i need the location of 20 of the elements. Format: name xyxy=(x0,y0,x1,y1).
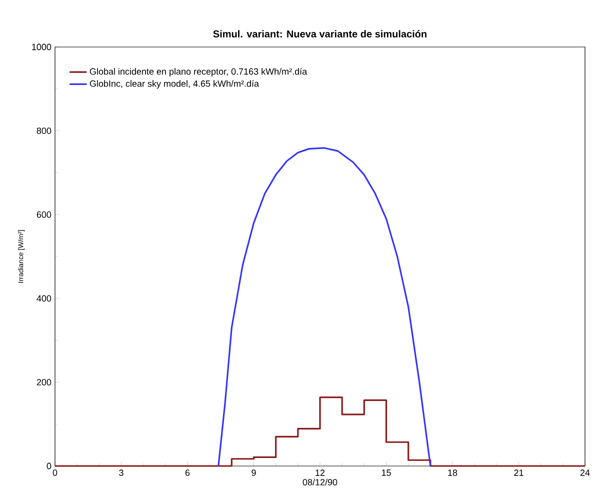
legend-label: Global incidente en plano receptor, 0.7163 kWh/m².día xyxy=(90,68,308,76)
x-tick-label: 3 xyxy=(119,470,124,476)
x-tick-label: 21 xyxy=(514,470,524,476)
x-axis-title: 08/12/90 xyxy=(302,478,338,486)
chart-title: Simul. variant: Nueva variante de simulación xyxy=(213,30,426,38)
y-tick-label: 400 xyxy=(36,295,52,302)
x-tick-label: 0 xyxy=(52,470,58,476)
line-series xyxy=(218,147,432,467)
y-tick-label: 1000 xyxy=(32,44,52,50)
x-tick-label: 12 xyxy=(316,470,325,476)
x-tick-label: 9 xyxy=(252,470,256,476)
x-tick-label: 6 xyxy=(185,470,190,476)
x-tick-label: 24 xyxy=(580,470,590,476)
y-tick-label: 200 xyxy=(36,379,52,386)
y-tick-label: 0 xyxy=(46,462,52,470)
x-tick-label: 18 xyxy=(448,470,458,476)
legend-label: GlobInc, clear sky model, 4.65 kWh/m².día xyxy=(90,80,260,89)
y-tick-label: 600 xyxy=(36,211,52,218)
x-tick-label: 15 xyxy=(382,470,391,476)
y-tick-label: 800 xyxy=(36,128,52,134)
